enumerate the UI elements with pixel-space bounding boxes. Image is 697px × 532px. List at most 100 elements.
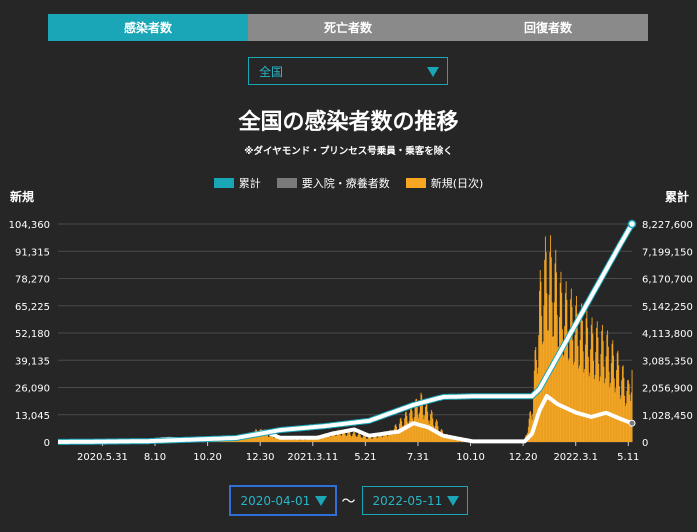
daily-bar bbox=[567, 334, 569, 442]
daily-bar bbox=[287, 437, 289, 442]
daily-bar bbox=[390, 429, 392, 442]
daily-bar bbox=[246, 436, 248, 442]
x-tick-label: 8.10 bbox=[144, 452, 166, 463]
daily-bar bbox=[556, 315, 558, 442]
daily-bar bbox=[453, 439, 455, 442]
daily-bar bbox=[296, 438, 297, 442]
daily-bar bbox=[459, 441, 460, 442]
daily-bar bbox=[575, 305, 577, 442]
end-date-select[interactable]: 2022-05-11 bbox=[361, 486, 468, 515]
daily-bar bbox=[458, 440, 460, 442]
chart-legend: 累計 要入院・療養者数 新規(日次) bbox=[0, 175, 697, 191]
daily-bar bbox=[252, 436, 254, 442]
daily-bar bbox=[565, 281, 567, 442]
daily-bar bbox=[457, 440, 459, 442]
tab-deaths[interactable]: 死亡者数 bbox=[248, 14, 448, 41]
daily-bar bbox=[362, 436, 364, 442]
tab-infections[interactable]: 感染者数 bbox=[48, 14, 248, 41]
daily-bar bbox=[304, 439, 306, 442]
daily-bar bbox=[368, 436, 370, 442]
daily-bar bbox=[611, 343, 613, 442]
left-tick-label: 91,315 bbox=[15, 247, 50, 258]
daily-bar bbox=[276, 435, 277, 442]
daily-bar bbox=[444, 436, 446, 442]
daily-bar bbox=[398, 429, 400, 442]
daily-bar bbox=[262, 435, 264, 442]
daily-bar bbox=[591, 317, 593, 442]
daily-bar bbox=[422, 414, 424, 442]
daily-bar bbox=[581, 320, 583, 442]
daily-bar bbox=[456, 439, 458, 442]
daily-bar bbox=[572, 340, 574, 442]
daily-bar bbox=[424, 415, 426, 442]
daily-bar bbox=[461, 440, 463, 442]
daily-bar bbox=[314, 438, 316, 442]
left-tick-label: 78,270 bbox=[15, 275, 50, 286]
daily-bar bbox=[310, 438, 312, 442]
daily-bar bbox=[290, 438, 292, 442]
daily-bar bbox=[527, 427, 529, 442]
daily-bar bbox=[319, 437, 320, 442]
daily-bar bbox=[623, 378, 625, 442]
daily-bar bbox=[423, 419, 425, 442]
daily-bar bbox=[429, 420, 431, 442]
daily-bar bbox=[303, 439, 305, 442]
daily-bar bbox=[372, 438, 374, 442]
left-tick-label: 13,045 bbox=[15, 411, 50, 422]
start-date-value: 2020-04-01 bbox=[240, 493, 311, 508]
daily-bar bbox=[433, 425, 435, 442]
legend-label-daily: 新規(日次) bbox=[430, 177, 484, 190]
daily-bar bbox=[592, 333, 594, 442]
daily-bar bbox=[613, 355, 614, 442]
daily-bar bbox=[408, 421, 410, 442]
daily-bar bbox=[321, 436, 323, 442]
daily-bar bbox=[563, 354, 565, 442]
daily-bar bbox=[333, 432, 335, 442]
daily-bar bbox=[613, 378, 615, 442]
daily-bar bbox=[407, 422, 409, 442]
daily-bar bbox=[383, 434, 385, 442]
daily-bar bbox=[299, 440, 301, 442]
daily-bar bbox=[320, 437, 322, 442]
daily-bar bbox=[384, 431, 386, 442]
end-date-value: 2022-05-11 bbox=[372, 493, 443, 508]
daily-bar bbox=[452, 437, 454, 442]
daily-bar bbox=[597, 337, 599, 442]
daily-bar bbox=[593, 360, 594, 442]
daily-bar bbox=[382, 437, 383, 442]
daily-bar bbox=[579, 365, 580, 442]
daily-bar bbox=[326, 435, 328, 442]
legend-swatch-daily bbox=[405, 178, 426, 188]
daily-bar bbox=[570, 299, 572, 442]
daily-bar bbox=[258, 434, 260, 442]
daily-bar bbox=[460, 441, 462, 442]
legend-item-daily[interactable]: 新規(日次) bbox=[405, 175, 484, 191]
tab-recoveries[interactable]: 回復者数 bbox=[448, 14, 648, 41]
daily-bar bbox=[549, 252, 551, 442]
daily-bar bbox=[590, 349, 592, 442]
daily-bar bbox=[269, 435, 271, 442]
daily-bar bbox=[397, 431, 399, 442]
daily-bar bbox=[602, 340, 604, 442]
daily-bar bbox=[624, 406, 626, 442]
daily-bar bbox=[445, 434, 447, 442]
daily-bar bbox=[599, 376, 601, 442]
daily-bar bbox=[356, 436, 358, 442]
right-tick-label: 7,199,150 bbox=[642, 247, 693, 258]
left-axis-title: 新規 bbox=[10, 190, 35, 204]
start-date-select[interactable]: 2020-04-01 bbox=[228, 485, 337, 516]
region-select[interactable]: 全国 bbox=[248, 57, 448, 85]
daily-bar bbox=[568, 358, 570, 442]
daily-bar bbox=[590, 324, 592, 442]
left-tick-label: 26,090 bbox=[15, 384, 50, 395]
daily-bar bbox=[550, 257, 552, 442]
legend-item-cumulative[interactable]: 累計 bbox=[213, 175, 261, 191]
x-tick-label: 2021.3.11 bbox=[287, 452, 338, 463]
daily-bar bbox=[369, 436, 371, 442]
daily-bar bbox=[580, 311, 582, 442]
legend-item-hospitalized[interactable]: 要入院・療養者数 bbox=[276, 175, 390, 191]
daily-bar bbox=[359, 433, 360, 442]
daily-bar bbox=[323, 434, 325, 442]
daily-bar bbox=[545, 251, 547, 442]
daily-bar bbox=[396, 426, 397, 442]
